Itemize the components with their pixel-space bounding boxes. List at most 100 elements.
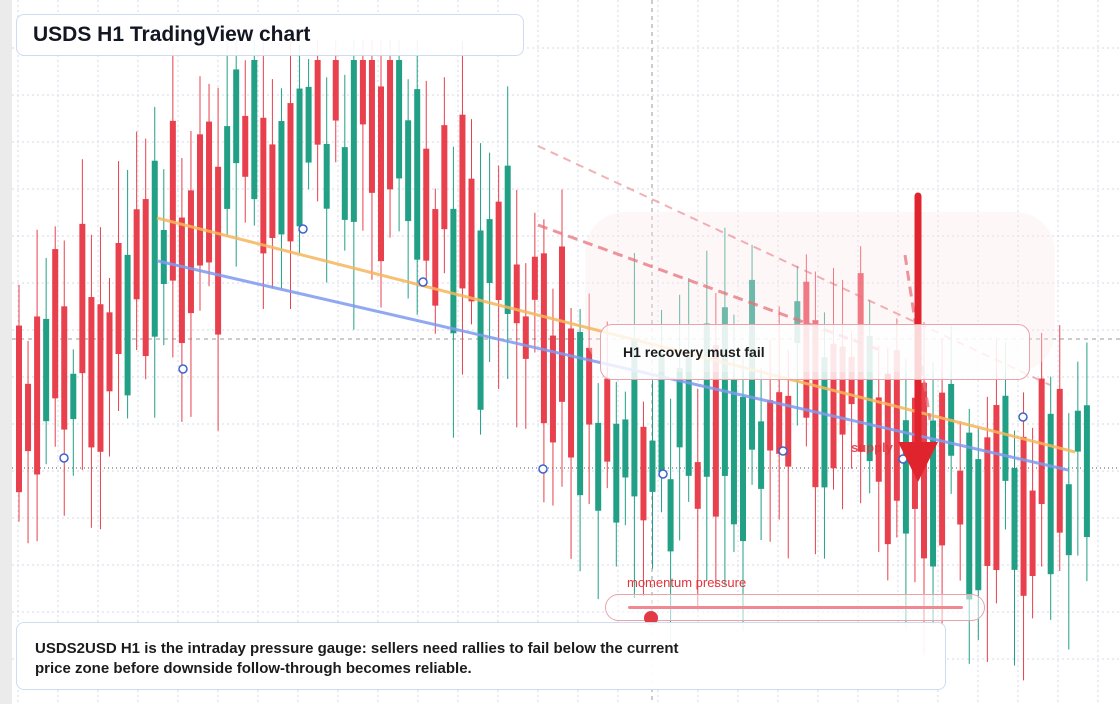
candle-body	[423, 148, 430, 261]
candle-body	[785, 395, 792, 467]
momentum-label: momentum pressure	[627, 575, 747, 590]
candle-body	[1011, 467, 1018, 570]
swing-marker	[178, 364, 188, 374]
candle-body	[640, 426, 647, 521]
candle-body	[79, 223, 86, 374]
candle-body	[577, 331, 584, 496]
candle-body	[341, 147, 348, 220]
candle-body	[848, 356, 855, 405]
candle-body	[88, 297, 95, 448]
momentum-gauge-knob[interactable]	[644, 611, 659, 625]
candle-body	[215, 166, 222, 335]
candle-body	[794, 301, 801, 344]
candle-body	[703, 323, 710, 477]
momentum-gauge[interactable]	[605, 594, 985, 625]
candle-body	[993, 405, 1000, 571]
candle-body	[893, 350, 900, 501]
candle-body	[595, 422, 602, 511]
candle-body	[875, 397, 882, 482]
momentum-gauge-bar	[628, 606, 963, 625]
candle-body	[495, 201, 502, 300]
candle-body	[839, 346, 846, 435]
candle-body	[414, 89, 421, 260]
candle-body	[61, 306, 68, 430]
candle-body	[187, 190, 194, 314]
resistance-line-inner	[537, 223, 881, 352]
candle-body	[1065, 484, 1072, 556]
candle-body	[1074, 410, 1081, 452]
candle-body	[97, 304, 104, 452]
swing-marker	[59, 453, 69, 463]
caption-card: USDS2USD H1 is the intraday pressure gau…	[16, 622, 946, 690]
candle-body	[468, 178, 475, 302]
candle-body	[52, 249, 59, 399]
supply-label: supply	[851, 440, 893, 455]
title-card: USDS H1 TradingView chart	[16, 14, 524, 56]
swing-marker	[778, 446, 788, 456]
candle-body	[631, 338, 638, 497]
candle-body	[368, 60, 375, 193]
candle-body	[1002, 395, 1009, 481]
candle-body	[568, 328, 575, 458]
candle-body	[658, 353, 665, 474]
candle-body	[251, 60, 258, 200]
candle-body	[396, 60, 403, 179]
candle-body	[939, 392, 946, 546]
candle-body	[667, 479, 674, 552]
down-arrow-head	[898, 442, 938, 482]
candle-body	[531, 256, 538, 300]
candle-body	[233, 69, 240, 164]
candle-body	[206, 121, 213, 263]
candle-body	[1020, 436, 1027, 596]
candle-body	[169, 120, 176, 281]
candle-body	[559, 246, 565, 402]
candle-body	[504, 165, 511, 314]
candle-body	[378, 86, 384, 262]
candle-body	[405, 120, 412, 222]
candle-body	[966, 432, 973, 600]
candle-body	[486, 219, 493, 283]
candle-body	[1038, 378, 1045, 505]
candle-body	[821, 357, 828, 488]
candle-body	[359, 60, 366, 125]
candle-body	[350, 60, 357, 222]
candle-body	[25, 383, 32, 452]
candle-body	[43, 318, 50, 422]
candle-body	[269, 144, 276, 239]
candle-body	[151, 160, 158, 337]
candle-body	[540, 253, 547, 424]
candle-body	[884, 373, 891, 545]
candle-body	[613, 423, 620, 523]
candle-body	[459, 114, 466, 289]
candle-body	[224, 126, 231, 209]
candle-body	[305, 86, 312, 163]
candle-body	[513, 264, 520, 324]
candle-body	[106, 312, 113, 392]
candle-body	[450, 208, 457, 334]
candle-body	[142, 199, 149, 357]
candle-body	[1029, 490, 1036, 577]
candle-body	[830, 343, 837, 469]
candle-body	[124, 254, 131, 396]
swing-marker	[658, 469, 668, 479]
candle-body	[314, 60, 321, 145]
left-edge	[0, 0, 12, 704]
candle-body	[16, 325, 22, 493]
candle-body	[1056, 388, 1063, 533]
swing-marker	[1018, 412, 1028, 422]
candle-body	[930, 420, 937, 567]
candle-body	[441, 125, 448, 230]
candle-body	[197, 134, 203, 266]
candle-body	[902, 420, 909, 534]
candle-body	[477, 230, 484, 410]
candle-body	[730, 378, 737, 525]
candle-body	[622, 419, 629, 478]
candle-body	[767, 400, 774, 451]
candle-body	[586, 347, 593, 425]
candle-body	[921, 382, 927, 559]
candle-body	[740, 396, 746, 542]
chart-title: USDS H1 TradingView chart	[33, 23, 311, 46]
callout-box[interactable]: H1 recovery must fail	[600, 324, 1030, 380]
candle-body	[278, 121, 285, 235]
candle-body	[984, 437, 991, 566]
